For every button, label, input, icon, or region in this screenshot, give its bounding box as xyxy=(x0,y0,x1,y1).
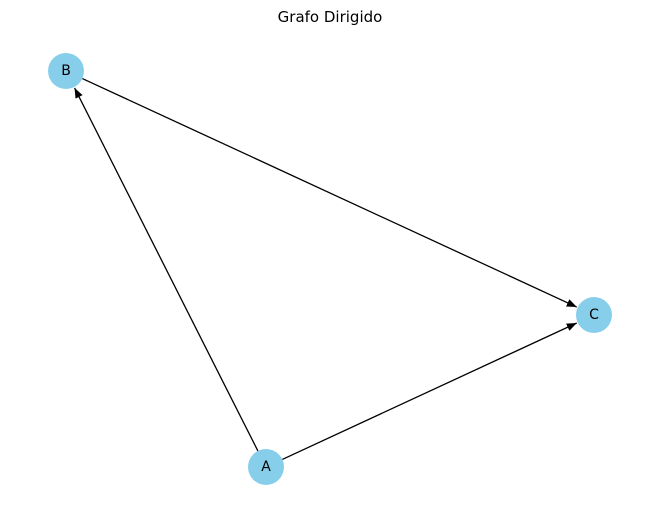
graph-title: Grafo Dirigido xyxy=(277,8,383,26)
node-label: B xyxy=(61,63,71,79)
node-b: B xyxy=(48,53,84,89)
edge-b-to-c xyxy=(82,77,578,308)
node-label: C xyxy=(589,307,599,323)
edge-a-to-c xyxy=(282,322,578,461)
node-a: A xyxy=(248,449,284,485)
edge-a-to-b xyxy=(73,87,259,452)
nodes-layer: A B C xyxy=(48,53,612,485)
node-label: A xyxy=(261,459,271,475)
edges-layer xyxy=(73,77,578,461)
node-c: C xyxy=(576,297,612,333)
node-circle xyxy=(248,449,284,485)
node-circle xyxy=(48,53,84,89)
node-circle xyxy=(576,297,612,333)
